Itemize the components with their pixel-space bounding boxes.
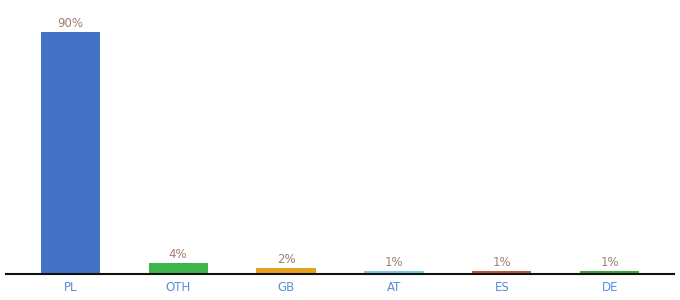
Text: 2%: 2%	[277, 253, 295, 266]
Bar	[148, 263, 208, 274]
Text: 4%: 4%	[169, 248, 188, 261]
Text: 1%: 1%	[600, 256, 619, 269]
Bar	[472, 271, 532, 274]
Text: 1%: 1%	[385, 256, 403, 269]
Text: 1%: 1%	[492, 256, 511, 269]
Bar	[256, 268, 316, 274]
Bar	[364, 271, 424, 274]
Text: 90%: 90%	[57, 17, 83, 30]
Bar	[41, 32, 100, 274]
Bar	[580, 271, 639, 274]
